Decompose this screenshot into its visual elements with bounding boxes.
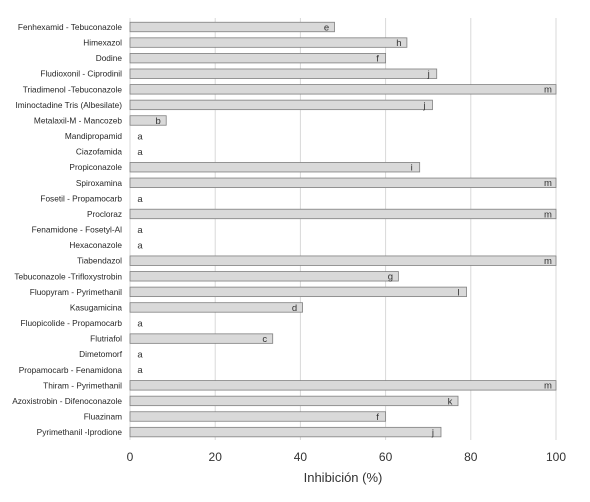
- bar-letter-label: d: [292, 303, 297, 314]
- bar: [129, 208, 557, 220]
- category-label: Iminoctadine Tris (Albesilate): [15, 100, 122, 110]
- bar: [129, 84, 557, 95]
- bar-letter-label: b: [156, 116, 161, 127]
- bar-letter-label: i: [411, 163, 413, 174]
- bar: [129, 426, 442, 438]
- category-label: Himexazol: [83, 38, 122, 48]
- bar-letter-label: a: [137, 194, 143, 205]
- bar-letter-label: j: [427, 69, 430, 80]
- x-tick-label: 80: [464, 450, 478, 464]
- bar-letter-label: f: [376, 54, 379, 65]
- bar-letter-label: a: [137, 365, 143, 376]
- category-label: Mandipropamid: [65, 131, 123, 141]
- bar-letter-label: e: [324, 22, 329, 33]
- bar-letter-label: a: [137, 131, 143, 142]
- bar: [129, 271, 399, 282]
- category-label: Spiroxamina: [76, 178, 123, 188]
- grid-lines: [129, 18, 557, 440]
- bar-letter-label: j: [431, 427, 434, 438]
- bar: [129, 302, 303, 313]
- bar-letter-label: g: [388, 272, 393, 283]
- category-label: Fluopicolide - Propamocarb: [21, 318, 123, 328]
- x-tick-labels: 0 20 40 60 80 100: [127, 450, 567, 464]
- bar-letter-label: a: [137, 147, 143, 158]
- category-label: Thiram - Pyrimethanil: [43, 380, 122, 390]
- bar: [129, 68, 438, 79]
- bar: [129, 53, 387, 64]
- category-label: Propamocarb - Fenamidona: [19, 365, 123, 375]
- bar-letter-label: a: [137, 350, 143, 361]
- category-label: Dodine: [96, 53, 123, 63]
- x-axis-title: Inhibición (%): [304, 470, 383, 485]
- bar-letter-label: f: [376, 412, 379, 423]
- category-label: Hexaconazole: [69, 240, 122, 250]
- bar-letter-label: j: [422, 100, 425, 111]
- category-label: Ciazofamida: [76, 147, 123, 157]
- category-labels: Fenhexamid - Tebuconazole Himexazol Dodine…: [12, 22, 122, 437]
- x-tick-label: 0: [127, 450, 134, 464]
- bar-letter-label: a: [137, 225, 143, 236]
- category-label: Procloraz: [87, 209, 122, 219]
- bar: [129, 411, 387, 422]
- category-label: Fluazinam: [84, 412, 122, 422]
- bar-letter-label: m: [544, 85, 552, 96]
- category-label: Flutriafol: [90, 334, 122, 344]
- x-tick-label: 100: [546, 450, 566, 464]
- bar-letter-label: m: [544, 178, 552, 189]
- bar-letter-label: h: [396, 38, 401, 49]
- bar-letter-label: m: [544, 381, 552, 392]
- bar-letter-label: a: [137, 241, 143, 252]
- bar-letter-label: m: [544, 256, 552, 267]
- category-label: Fosetil - Propamocarb: [40, 193, 122, 203]
- category-label: Fenamidone - Fosetyl-Al: [32, 225, 123, 235]
- category-label: Kasugamicina: [70, 302, 123, 312]
- category-label: Tiabendazol: [77, 256, 122, 266]
- bar: [129, 395, 459, 407]
- category-label: Tebuconazole -Trifloxystrobin: [14, 271, 122, 281]
- category-label: Fenhexamid - Tebuconazole: [18, 22, 122, 32]
- bar: [129, 115, 167, 126]
- bar-letter-label: m: [544, 209, 552, 220]
- category-label: Propiconazole: [69, 162, 122, 172]
- bar: [129, 21, 335, 33]
- bar: [129, 286, 467, 298]
- bar: [129, 99, 433, 111]
- category-label: Azoxistrobin - Difenoconazole: [12, 396, 122, 406]
- bar-letter-label: c: [262, 334, 267, 345]
- x-tick-label: 40: [294, 450, 308, 464]
- x-tick-label: 20: [209, 450, 223, 464]
- bar: [129, 380, 557, 391]
- category-label: Fluopyram - Pyrimethanil: [30, 287, 122, 297]
- category-label: Fludioxonil - Ciprodinil: [40, 69, 122, 79]
- bar-letter-label: l: [457, 287, 459, 298]
- bar: [129, 255, 557, 266]
- bar: [129, 37, 408, 48]
- bar-letter-label: k: [448, 396, 453, 407]
- category-label: Metalaxil-M - Mancozeb: [34, 115, 122, 125]
- bar: [129, 177, 557, 188]
- bar: [129, 162, 421, 173]
- bar-letter-label: a: [137, 318, 143, 329]
- x-tick-label: 60: [379, 450, 393, 464]
- category-label: Dimetomorf: [79, 349, 123, 359]
- category-label: Triadimenol -Tebuconazole: [23, 84, 123, 94]
- bar: [129, 333, 274, 344]
- category-label: Pyrimethanil -Iprodione: [37, 427, 123, 437]
